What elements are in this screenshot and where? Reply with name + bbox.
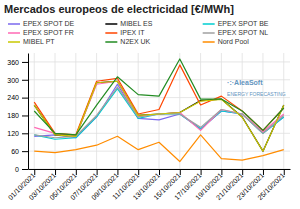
chart: Mercados europeos de electricidad [€/MWh… (0, 0, 300, 209)
tick-mark (284, 169, 285, 175)
title: Mercados europeos de electricidad [€/MWh… (4, 3, 234, 15)
axis-line (28, 54, 29, 170)
tick-mark (263, 169, 264, 175)
legend-swatch (203, 23, 215, 25)
tick: 180 (7, 112, 28, 119)
tick-label: 180 (7, 112, 19, 119)
tick-mark (242, 169, 243, 175)
legend-label: MIBEL PT (23, 38, 55, 45)
tick-mark (55, 169, 56, 175)
legend-label: MIBEL ES (120, 20, 152, 27)
tick: 120 (7, 130, 28, 137)
legend-swatch (8, 41, 20, 43)
legend-item: Nord Pool (203, 38, 250, 45)
tick: 60 (11, 148, 28, 155)
grid-line (159, 53, 160, 169)
tick-mark (97, 169, 98, 175)
legend-label: EPEX SPOT FR (23, 29, 74, 36)
tick-mark (117, 169, 118, 175)
tick-mark (22, 151, 28, 152)
legend-item: EPEX SPOT FR (8, 29, 74, 36)
legend-item: EPEX SPOT NL (203, 29, 269, 36)
tick-label: 25/10/2021 (256, 171, 286, 201)
tick-mark (159, 169, 160, 175)
series-line (34, 135, 284, 162)
legend-swatch (203, 41, 215, 43)
tick-label: 240 (7, 94, 19, 101)
tick-label: 300 (7, 77, 19, 84)
legend-label: EPEX SPOT NL (218, 29, 269, 36)
tick-mark (22, 98, 28, 99)
grid-line (283, 53, 284, 169)
tick-label: 120 (7, 130, 19, 137)
legend-swatch (8, 23, 20, 25)
legend-item: IPEX IT (105, 29, 145, 36)
tick-label: 0 (15, 166, 19, 173)
legend-label: EPEX SPOT BE (218, 20, 269, 27)
tick: 360 (7, 59, 28, 66)
tick: 0 (15, 166, 28, 173)
legend-swatch (203, 32, 215, 34)
tick-mark (76, 169, 77, 175)
annotation: ·:·AleaSoft (227, 79, 263, 86)
tick-mark (221, 169, 222, 175)
legend: EPEX SPOT DE MIBEL ES EPEX SPOT BE EPEX SPO… (8, 20, 269, 45)
tick-label: 360 (7, 59, 19, 66)
tick-mark (22, 169, 28, 170)
grid-line (200, 53, 201, 169)
legend-swatch (105, 32, 117, 34)
plot: 0 60 120 180 240 300 360 01/10/202103/10/202105… (7, 53, 291, 201)
tick-mark (138, 169, 139, 175)
tick-mark (22, 80, 28, 81)
annotations: ·:·AleaSoft ENERGY FORECASTING (227, 79, 286, 96)
tick: 300 (7, 77, 28, 84)
tick-mark (22, 133, 28, 134)
legend-item: EPEX SPOT BE (203, 20, 269, 27)
grid (28, 53, 290, 169)
legend-item: MIBEL PT (8, 38, 55, 45)
grid-line (138, 53, 139, 169)
legend-swatch (105, 23, 117, 25)
tick: 240 (7, 94, 28, 101)
legend-label: Nord Pool (218, 38, 250, 45)
grid-line (96, 53, 97, 169)
legend-item: N2EX UK (105, 38, 150, 45)
tick-mark (180, 169, 181, 175)
tick-mark (22, 62, 28, 63)
grid-line (75, 53, 76, 169)
legend-label: IPEX IT (120, 29, 145, 36)
grid-line (179, 53, 180, 169)
annotation: ENERGY FORECASTING (227, 91, 286, 97)
legend-label: N2EX UK (120, 38, 150, 45)
legend-label: EPEX SPOT DE (23, 20, 75, 27)
tick-mark (22, 115, 28, 116)
lines (34, 59, 284, 162)
legend-item: MIBEL ES (105, 20, 152, 27)
x-axis: 01/10/202103/10/202105/10/202107/10/2021… (7, 169, 291, 201)
legend-item: EPEX SPOT DE (8, 20, 75, 27)
tick: 25/10/2021 (256, 169, 286, 201)
tick-mark (201, 169, 202, 175)
legend-swatch (8, 32, 20, 34)
tick-label: 60 (11, 148, 19, 155)
grid-line (117, 53, 118, 169)
legend-swatch (105, 41, 117, 43)
tick-mark (34, 169, 35, 175)
y-axis: 0 60 120 180 240 300 360 (7, 54, 28, 173)
grid-line (55, 53, 56, 169)
